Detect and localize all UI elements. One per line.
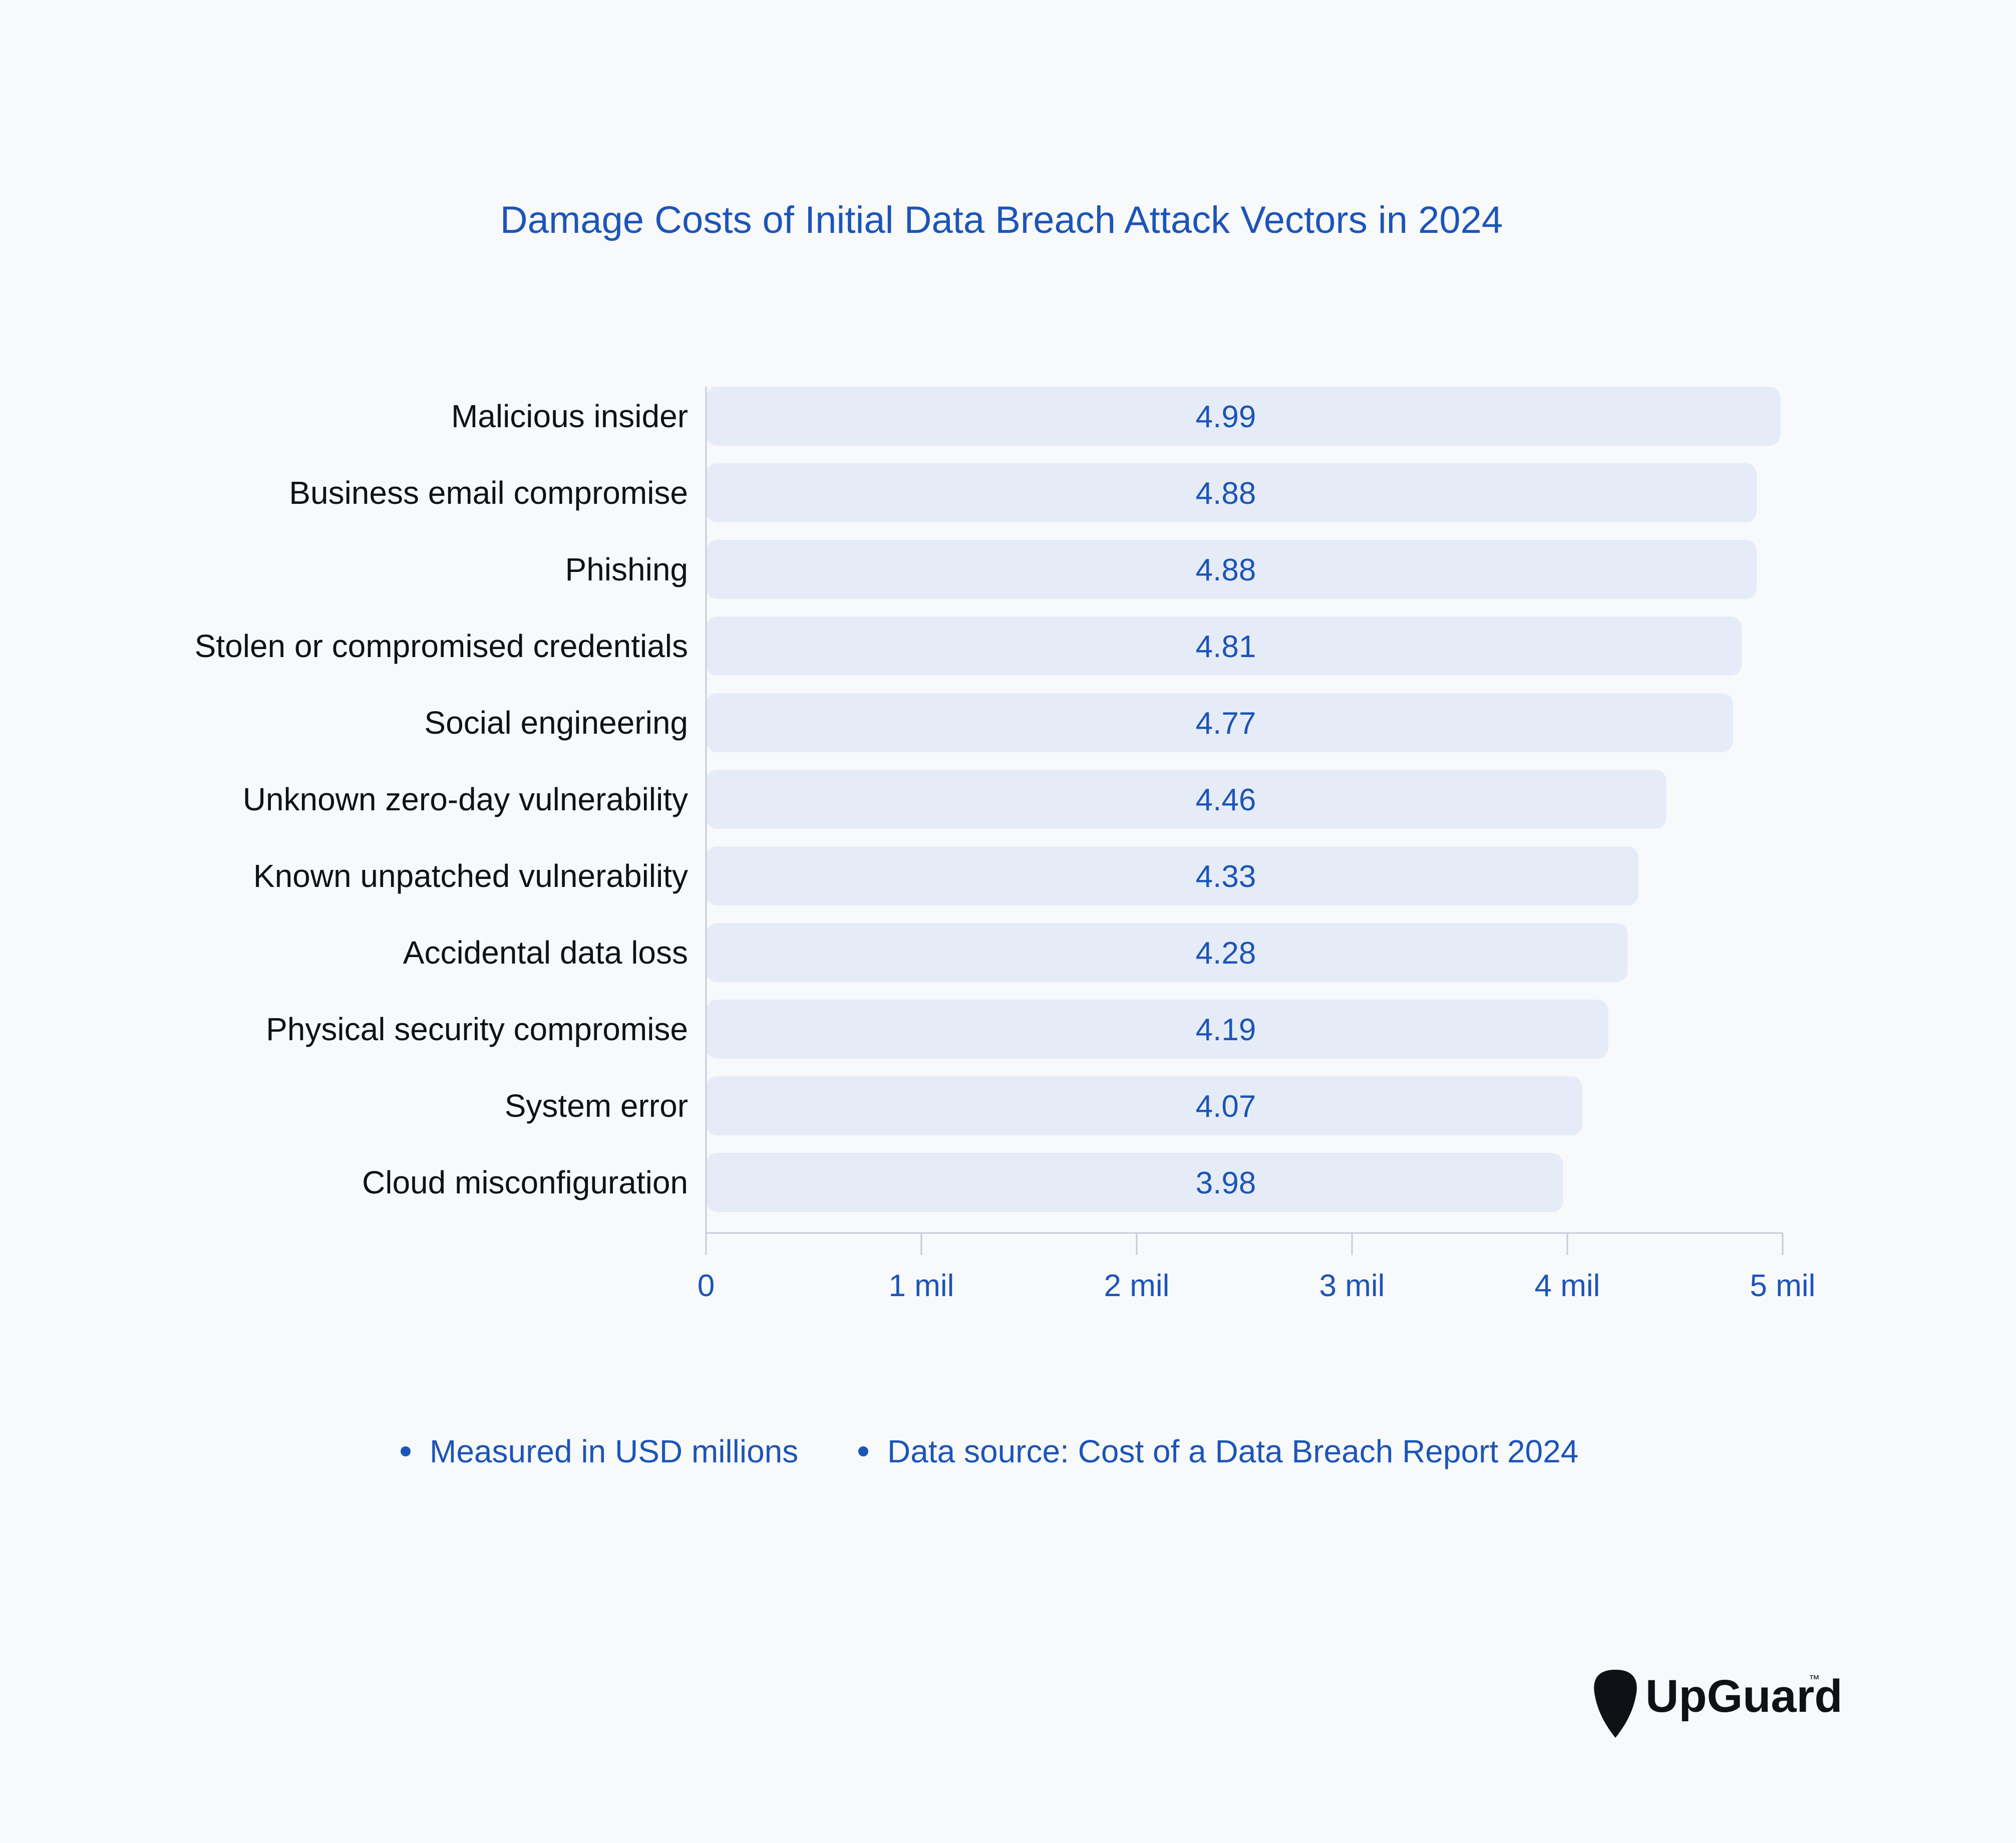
note-bullet-icon: [401, 1446, 411, 1456]
x-tick-label: 5 mil: [1750, 1269, 1816, 1303]
note-bullet-icon: [858, 1446, 868, 1456]
x-tick-label: 4 mil: [1535, 1269, 1600, 1303]
category-label: System error: [505, 1088, 688, 1124]
note-source: Data source: Cost of a Data Breach Repor…: [887, 1433, 1578, 1469]
value-label: 4.88: [1196, 476, 1256, 511]
bar-6: [706, 770, 1666, 829]
value-label: 4.77: [1196, 706, 1256, 741]
value-label: 4.07: [1196, 1089, 1256, 1124]
bar-4: [706, 617, 1742, 676]
value-label: 3.98: [1196, 1166, 1256, 1200]
value-label: 4.88: [1196, 553, 1256, 587]
chart-title: Damage Costs of Initial Data Breach Atta…: [500, 199, 1503, 241]
value-label: 4.81: [1196, 630, 1256, 664]
bar-5: [706, 693, 1734, 752]
category-label: Malicious insider: [451, 398, 688, 434]
x-tick-label: 1 mil: [889, 1269, 954, 1303]
bar-1: [706, 387, 1781, 446]
category-label: Business email compromise: [289, 475, 688, 511]
value-label: 4.46: [1196, 783, 1256, 817]
x-tick-label: 3 mil: [1319, 1269, 1385, 1303]
category-label: Known unpatched vulnerability: [253, 858, 688, 894]
bar-9: [706, 1000, 1608, 1059]
bar-8: [706, 923, 1628, 982]
bars-layer: Malicious insider 4.99 Business email comp…: [195, 387, 1781, 1212]
bar-10: [706, 1076, 1583, 1135]
bar-7: [706, 846, 1638, 905]
category-label: Cloud misconfiguration: [362, 1164, 688, 1200]
bar-2: [706, 463, 1757, 522]
category-label: Accidental data loss: [403, 935, 688, 971]
guitar-pick-icon: [1594, 1670, 1637, 1738]
value-label: 4.28: [1196, 936, 1256, 971]
category-label: Unknown zero-day vulnerability: [243, 781, 688, 817]
category-label: Stolen or compromised credentials: [195, 628, 688, 664]
category-label: Social engineering: [424, 705, 688, 741]
notes-footer: Measured in USD millions Data source: Co…: [401, 1433, 1578, 1469]
x-tick-label: 2 mil: [1104, 1269, 1170, 1303]
brand-trademark: ™: [1809, 1673, 1820, 1685]
value-label: 4.99: [1196, 400, 1256, 434]
bar-3: [706, 540, 1757, 599]
x-axis: 0 1 mil 2 mil 3 mil 4 mil 5 mil: [698, 387, 1816, 1303]
brand-name: UpGuard: [1645, 1671, 1843, 1722]
brand-logo: UpGuard ™: [1594, 1670, 1843, 1738]
category-label: Phishing: [565, 551, 689, 587]
value-label: 4.33: [1196, 859, 1256, 894]
bar-11: [706, 1153, 1563, 1212]
note-units: Measured in USD millions: [430, 1433, 798, 1469]
value-label: 4.19: [1196, 1013, 1256, 1047]
category-label: Physical security compromise: [266, 1011, 688, 1047]
x-tick-label: 0: [698, 1269, 715, 1303]
